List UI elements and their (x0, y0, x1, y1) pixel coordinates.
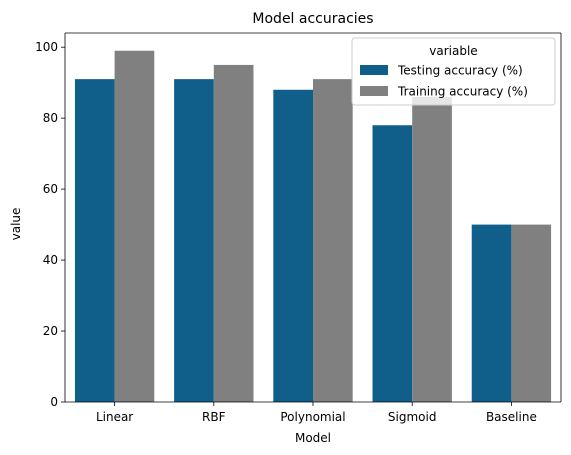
bar-training-linear (114, 50, 155, 403)
plot-area: 0 20 40 60 80 100 Linear RBF Polynomial Sigmoid Ba… (35, 32, 562, 424)
legend-title: variable (429, 44, 477, 58)
legend-label: Testing accuracy (%) (397, 64, 523, 78)
bar-testing-linear (74, 79, 115, 403)
y-tick-label: 60 (43, 182, 58, 196)
bar-training-rbf (213, 64, 254, 403)
x-tick-label: Polynomial (280, 410, 345, 424)
legend-label: Training accuracy (%) (397, 85, 528, 99)
bar-testing-rbf (174, 79, 214, 403)
bar-testing-sigmoid (372, 125, 413, 402)
y-tick-label: 80 (43, 111, 58, 125)
bar-training-baseline (511, 224, 552, 402)
bar-testing-baseline (471, 224, 512, 402)
legend-swatch (360, 86, 388, 96)
bar-training-polynomial (313, 79, 353, 403)
legend-swatch (360, 65, 388, 75)
y-axis-label: value (9, 208, 23, 241)
chart-title: Model accuracies (252, 11, 373, 27)
x-tick-label: Baseline (486, 410, 537, 424)
bar-training-sigmoid (412, 96, 452, 403)
y-tick-label: 0 (50, 395, 58, 409)
x-axis-label: Model (295, 431, 331, 445)
legend: variable Testing accuracy (%) Training acc… (351, 37, 556, 106)
y-tick-label: 40 (43, 253, 58, 267)
x-tick-label: Linear (96, 410, 133, 424)
x-tick-label: Sigmoid (388, 410, 437, 424)
x-tick-label: RBF (202, 410, 226, 424)
y-tick-label: 20 (43, 324, 58, 338)
legend-box (351, 37, 556, 106)
bar-testing-polynomial (273, 89, 313, 403)
y-tick-label: 100 (35, 40, 58, 54)
